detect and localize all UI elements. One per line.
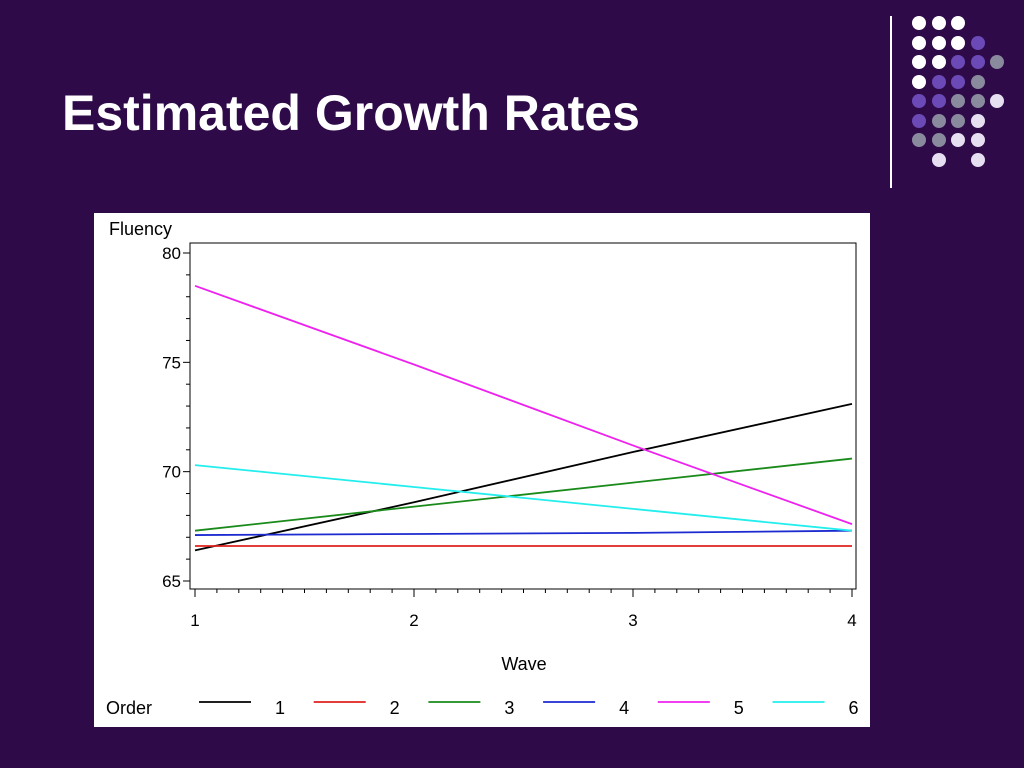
series-line-1 [194, 403, 853, 552]
legend-label-3: 3 [504, 698, 514, 718]
series-line-5 [194, 284, 853, 525]
decorative-dot [970, 133, 985, 147]
decorative-dot [970, 113, 985, 128]
decorative-dot [951, 16, 965, 30]
x-tick-label: 2 [409, 611, 418, 630]
decorative-dot [970, 35, 985, 50]
y-tick-label: 75 [162, 353, 181, 372]
legend-label-5: 5 [734, 698, 744, 718]
series-lines [194, 284, 853, 552]
decorative-dot [912, 94, 926, 108]
x-axis-label: Wave [501, 654, 546, 674]
decorative-dot [931, 16, 946, 30]
decorative-dot [990, 55, 1004, 69]
series-line-6 [194, 464, 853, 532]
legend-label-4: 4 [619, 698, 629, 718]
x-tick-label: 1 [190, 611, 199, 630]
decorative-dot [931, 152, 946, 167]
series-line-3 [194, 457, 853, 532]
axis-ticks [183, 252, 853, 597]
legend-label-2: 2 [390, 698, 400, 718]
x-tick-label: 3 [628, 611, 637, 630]
decorative-dot [912, 113, 926, 128]
y-tick-label: 65 [162, 572, 181, 591]
legend-label-6: 6 [848, 698, 858, 718]
chart-panel: 65 70 75 80 1 2 3 4 Fluency Wave Order 1 2 3 4 5 6 [94, 213, 870, 727]
decorative-dot [931, 55, 946, 69]
y-axis-label: Fluency [109, 219, 172, 239]
slide-title: Estimated Growth Rates [62, 85, 640, 141]
decorative-dot [970, 74, 985, 89]
decorative-dot [951, 35, 965, 50]
decorative-dot [931, 74, 946, 89]
decorative-dot [931, 133, 946, 147]
decorative-dot [931, 35, 946, 50]
decorative-dot [931, 94, 946, 108]
y-tick-label: 70 [162, 463, 181, 482]
title-divider [890, 16, 892, 188]
decorative-dot [912, 16, 926, 30]
plot-frame [189, 242, 857, 590]
legend-label-1: 1 [275, 698, 285, 718]
decorative-dot [951, 55, 965, 69]
decorative-dot [951, 133, 965, 147]
decorative-dot [970, 55, 985, 69]
decorative-dot [912, 55, 926, 69]
decorative-dot [970, 94, 985, 108]
decorative-dot [912, 133, 926, 147]
decorative-dot [912, 74, 926, 89]
legend-title: Order [106, 698, 152, 718]
series-line-4 [194, 529, 853, 536]
decorative-dot [951, 113, 965, 128]
decorative-dot [970, 152, 985, 167]
x-tick-label: 4 [847, 611, 856, 630]
line-chart: 65 70 75 80 1 2 3 4 Fluency Wave Order 1 2 3 4 5 6 [106, 219, 859, 718]
axis-tick-labels: 65 70 75 80 1 2 3 4 [162, 244, 857, 630]
legend: Order 1 2 3 4 5 6 [106, 698, 859, 718]
decorative-dot [912, 35, 926, 50]
decorative-dot [951, 94, 965, 108]
decorative-dot [951, 74, 965, 89]
y-tick-label: 80 [162, 244, 181, 263]
decorative-dot [990, 94, 1004, 108]
decorative-dot [931, 113, 946, 128]
